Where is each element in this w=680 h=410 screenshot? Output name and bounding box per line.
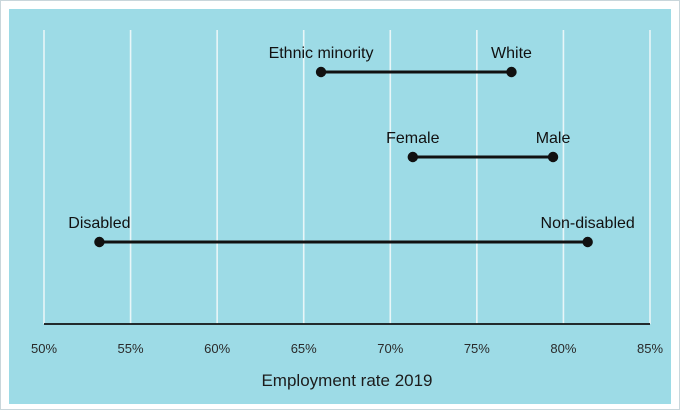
x-tick-label-75: 75% [464, 341, 490, 356]
x-axis-title: Employment rate 2019 [261, 371, 432, 390]
low-value-point [94, 236, 105, 248]
high-value-label: Male [536, 130, 571, 147]
low-value-label: Ethnic minority [269, 45, 374, 62]
grid-lines [43, 30, 651, 324]
high-value-point [506, 66, 517, 78]
x-tick-label-80: 80% [550, 341, 576, 356]
high-value-label: White [491, 45, 532, 62]
x-tick-label-55: 55% [118, 341, 144, 356]
low-value-label: Female [386, 130, 439, 147]
plot-background [9, 9, 671, 404]
high-value-point [547, 151, 559, 163]
low-value-point [407, 151, 418, 163]
dumbbell-row-3: Disabled Non-disabled [68, 215, 635, 248]
high-value-point [582, 236, 593, 248]
low-value-label: Disabled [68, 215, 130, 232]
dumbbell-row-1: Ethnic minority White [269, 45, 532, 78]
low-value-point [315, 66, 327, 78]
x-tick-label-85: 85% [637, 341, 663, 356]
x-tick-label-50: 50% [31, 341, 57, 356]
x-axis-ticks: 50% 55% 60% 65% 70% 75% 80% 85% [31, 341, 663, 356]
dumbbell-row-2: Female Male [386, 130, 571, 163]
series-group: Ethnic minority White Female Male Disabled No… [68, 45, 635, 248]
x-tick-label-65: 65% [291, 341, 317, 356]
x-tick-label-60: 60% [204, 341, 230, 356]
x-tick-label-70: 70% [377, 341, 403, 356]
high-value-label: Non-disabled [541, 215, 635, 232]
